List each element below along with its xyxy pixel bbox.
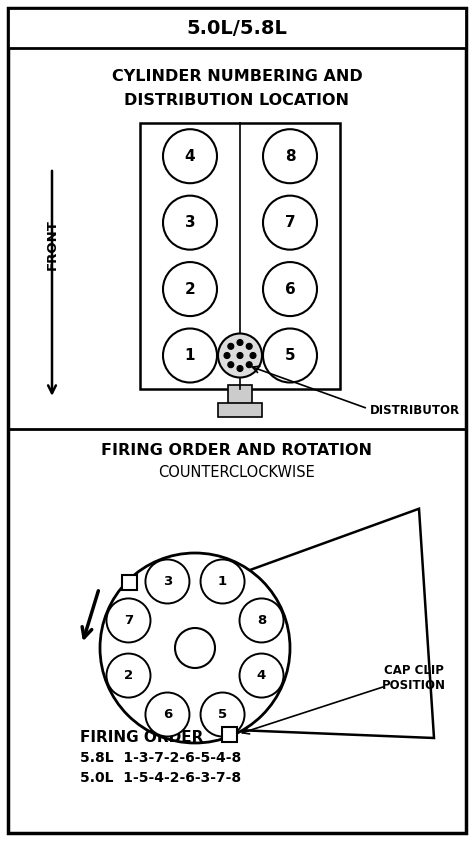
Circle shape xyxy=(163,329,217,383)
Text: 7: 7 xyxy=(285,215,295,230)
Circle shape xyxy=(246,362,252,368)
Circle shape xyxy=(163,262,217,316)
Text: 6: 6 xyxy=(163,708,172,721)
Text: FIRING ORDER AND ROTATION: FIRING ORDER AND ROTATION xyxy=(101,443,373,458)
Text: 6: 6 xyxy=(284,282,295,297)
Text: 3: 3 xyxy=(163,575,172,588)
Bar xyxy=(140,123,340,389)
Text: 4: 4 xyxy=(257,669,266,682)
Circle shape xyxy=(201,559,245,604)
Bar xyxy=(222,727,237,742)
Text: COUNTERCLOCKWISE: COUNTERCLOCKWISE xyxy=(159,465,315,480)
Circle shape xyxy=(146,559,190,604)
Circle shape xyxy=(263,262,317,316)
Circle shape xyxy=(228,362,234,368)
Circle shape xyxy=(228,343,234,349)
Circle shape xyxy=(237,366,243,372)
Circle shape xyxy=(237,340,243,346)
Text: 5: 5 xyxy=(285,348,295,363)
Circle shape xyxy=(175,628,215,668)
Bar xyxy=(122,574,137,590)
Circle shape xyxy=(263,130,317,183)
Text: 5.0L/5.8L: 5.0L/5.8L xyxy=(187,19,287,38)
Text: CAP CLIP
POSITION: CAP CLIP POSITION xyxy=(382,664,446,692)
Text: DISTRIBUTOR: DISTRIBUTOR xyxy=(370,405,460,417)
Circle shape xyxy=(263,329,317,383)
Circle shape xyxy=(107,599,150,643)
Circle shape xyxy=(146,692,190,737)
Circle shape xyxy=(250,352,256,358)
Text: 8: 8 xyxy=(257,614,266,627)
Text: 4: 4 xyxy=(185,149,195,164)
Text: CYLINDER NUMBERING AND: CYLINDER NUMBERING AND xyxy=(111,68,363,83)
Text: 5.8L  1-3-7-2-6-5-4-8: 5.8L 1-3-7-2-6-5-4-8 xyxy=(80,751,241,765)
Circle shape xyxy=(237,352,243,358)
Circle shape xyxy=(201,692,245,737)
Polygon shape xyxy=(243,509,434,738)
Text: 5.0L  1-5-4-2-6-3-7-8: 5.0L 1-5-4-2-6-3-7-8 xyxy=(80,771,241,785)
Circle shape xyxy=(224,352,230,358)
Text: FRONT: FRONT xyxy=(46,219,58,270)
Bar xyxy=(218,403,262,417)
Text: DISTRIBUTION LOCATION: DISTRIBUTION LOCATION xyxy=(125,93,349,108)
Circle shape xyxy=(163,130,217,183)
Text: 7: 7 xyxy=(124,614,133,627)
Circle shape xyxy=(107,653,150,697)
Text: 8: 8 xyxy=(285,149,295,164)
Circle shape xyxy=(163,196,217,250)
Bar xyxy=(8,8,466,48)
Text: 2: 2 xyxy=(124,669,133,682)
Circle shape xyxy=(239,599,283,643)
Text: 5: 5 xyxy=(218,708,227,721)
Circle shape xyxy=(100,553,290,743)
Text: 3: 3 xyxy=(185,215,195,230)
Text: 1: 1 xyxy=(218,575,227,588)
Circle shape xyxy=(263,196,317,250)
Circle shape xyxy=(218,334,262,378)
Text: 2: 2 xyxy=(185,282,195,297)
Bar xyxy=(228,384,252,405)
Circle shape xyxy=(246,343,252,349)
Text: 1: 1 xyxy=(185,348,195,363)
Circle shape xyxy=(239,653,283,697)
Text: FIRING ORDER: FIRING ORDER xyxy=(80,731,203,745)
